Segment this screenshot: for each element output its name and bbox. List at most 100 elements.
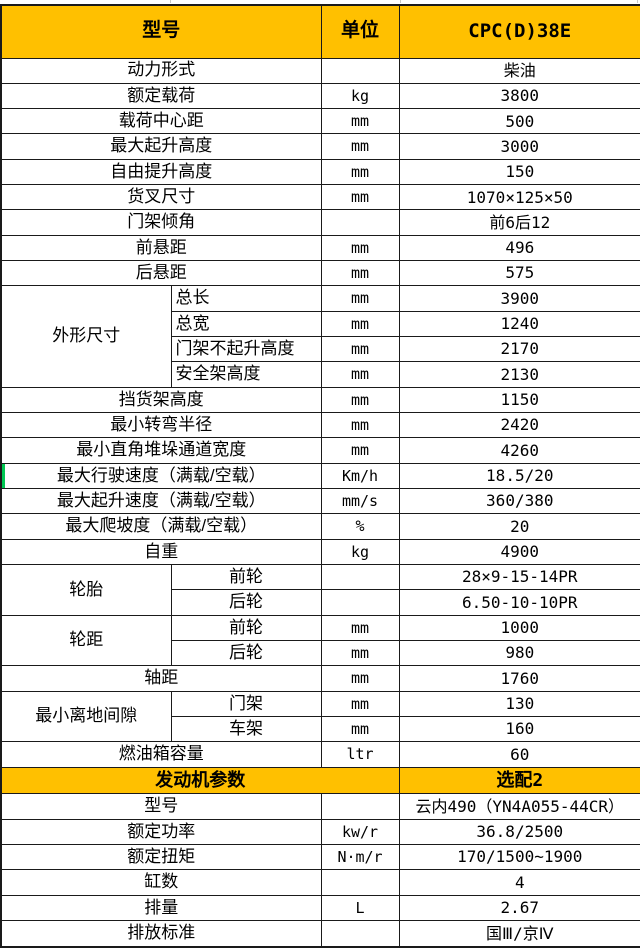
table-row: 安全架高度 mm 2130 bbox=[1, 361, 640, 388]
unit-cell: mm/s bbox=[320, 488, 400, 515]
value-cell: 4260 bbox=[398, 437, 640, 464]
unit-cell: kg bbox=[320, 82, 400, 110]
unit-cell: kg bbox=[320, 538, 400, 566]
value-cell: 60 bbox=[398, 741, 640, 768]
value-cell: 1760 bbox=[398, 665, 640, 692]
spec-sub-cell: 安全架高度 bbox=[170, 361, 322, 388]
unit-cell: mm bbox=[320, 234, 400, 262]
gridline-tick bbox=[400, 0, 401, 3]
unit-cell: mm bbox=[320, 184, 400, 211]
table-row: 最大起升速度（满载/空载） mm/s 360/380 bbox=[0, 488, 640, 515]
spec-label-cell: 货叉尺寸 bbox=[0, 184, 322, 211]
unit-cell bbox=[320, 920, 400, 948]
table-row: 最大爬坡度（满载/空载）% 20 bbox=[0, 513, 640, 540]
table-row: 载荷中心距 mm 500 bbox=[0, 108, 640, 135]
spec-sub-cell: 后轮 bbox=[170, 589, 322, 616]
spec-label-cell: 最小直角堆垛通道宽度 bbox=[0, 437, 322, 464]
table-row: 动力形式 柴油 bbox=[0, 57, 640, 84]
value-cell: 6.50-10-10PR bbox=[398, 589, 640, 616]
value-cell: 575 bbox=[398, 260, 640, 287]
spec-sub-cell: 门架 bbox=[170, 690, 322, 718]
spec-label-cell: 自由提升高度 bbox=[0, 158, 322, 186]
spec-label-cell: 最小转弯半径 bbox=[0, 412, 322, 439]
table-row: 前悬距 mm 496 bbox=[0, 234, 640, 262]
table-row: 轮胎 前轮 28×9-15-14PR bbox=[0, 564, 640, 616]
spec-label-cell: 载荷中心距 bbox=[0, 108, 322, 135]
value-cell: 2420 bbox=[398, 412, 640, 439]
section-value-cell: 选配2 bbox=[398, 766, 640, 795]
header-model-cell: 型号 bbox=[0, 4, 322, 59]
spec-sub-cell: 前轮 bbox=[170, 564, 322, 591]
spec-label-cell: 最大起升速度（满载/空载） bbox=[0, 488, 322, 515]
value-cell: 前6后12 bbox=[398, 209, 640, 236]
table-row: 最小转弯半径 mm 2420 bbox=[0, 412, 640, 439]
table-row: 后悬距 mm 575 bbox=[0, 260, 640, 287]
unit-cell: mm bbox=[320, 133, 400, 160]
table-row: 缸数 4 bbox=[0, 869, 640, 896]
table-row: 燃油箱容量 ltr 60 bbox=[0, 741, 640, 768]
value-cell: 1070×125×50 bbox=[398, 184, 640, 211]
unit-cell: mm bbox=[320, 310, 400, 338]
value-cell: 1150 bbox=[398, 386, 640, 414]
table-row: 发动机参数 选配2 bbox=[0, 766, 640, 795]
unit-cell: Km/h bbox=[320, 462, 400, 490]
value-cell: 2.67 bbox=[398, 894, 640, 922]
value-cell: 1000 bbox=[398, 614, 640, 642]
spec-label-cell: 排放标准 bbox=[0, 920, 322, 948]
spec-sub-cell: 车架 bbox=[170, 716, 322, 743]
table-row: 门架倾角 前6后12 bbox=[0, 209, 640, 236]
unit-cell: mm bbox=[320, 285, 400, 312]
unit-cell: kw/r bbox=[320, 818, 400, 846]
spec-label-cell: 后悬距 bbox=[0, 260, 322, 287]
table-row: 额定载荷 kg 3800 bbox=[0, 82, 640, 110]
unit-cell bbox=[320, 564, 400, 591]
unit-cell bbox=[320, 209, 400, 236]
unit-cell bbox=[320, 589, 400, 616]
spec-group-cell: 外形尺寸 bbox=[0, 285, 172, 388]
table-row: 外形尺寸 总长 mm 3900 bbox=[0, 285, 640, 388]
table-row: 自由提升高度 mm 150 bbox=[0, 158, 640, 186]
unit-cell: mm bbox=[320, 690, 400, 718]
value-cell: 980 bbox=[398, 640, 640, 667]
value-cell: 20 bbox=[398, 513, 640, 540]
unit-cell: mm bbox=[320, 665, 400, 692]
table-row: 货叉尺寸 mm 1070×125×50 bbox=[0, 184, 640, 211]
spec-group-cell: 最小离地间隙 bbox=[0, 690, 172, 743]
table-row: 最大行驶速度（满载/空载） Km/h 18.5/20 bbox=[0, 462, 640, 490]
unit-cell: % bbox=[320, 513, 400, 540]
header-unit-cell: 单位 bbox=[320, 4, 400, 59]
value-cell: 500 bbox=[398, 108, 640, 135]
table-row: 最小直角堆垛通道宽度 mm 4260 bbox=[0, 437, 640, 464]
value-cell: 柴油 bbox=[398, 57, 640, 84]
spec-label-cell: 最大起升高度 bbox=[0, 133, 322, 160]
spec-group-cell: 轮距 bbox=[0, 614, 172, 667]
table-row: 后轮 6.50-10-10PR bbox=[1, 589, 640, 616]
table-row: 挡货架高度 mm 1150 bbox=[0, 386, 640, 414]
table-row: 轴距 mm 1760 bbox=[0, 665, 640, 692]
spec-label-cell: 前悬距 bbox=[0, 234, 322, 262]
table-row: 排量 L 2.67 bbox=[0, 894, 640, 922]
unit-cell: mm bbox=[320, 158, 400, 186]
value-cell: 130 bbox=[398, 690, 640, 718]
unit-cell: mm bbox=[320, 640, 400, 667]
spec-sub-cell: 总宽 bbox=[170, 310, 322, 338]
value-cell: 160 bbox=[398, 716, 640, 743]
spec-label-cell: 门架倾角 bbox=[0, 209, 322, 236]
unit-cell: mm bbox=[320, 412, 400, 439]
table-row: 型号 云内490（YN4A055-44CR） bbox=[0, 793, 640, 820]
table-row: 排放标准 国Ⅲ/京Ⅳ bbox=[0, 920, 640, 948]
table-row: 额定功率 kw/r 36.8/2500 bbox=[0, 818, 640, 846]
unit-cell: mm bbox=[320, 361, 400, 388]
unit-cell: mm bbox=[320, 437, 400, 464]
value-cell: 3900 bbox=[398, 285, 640, 312]
value-cell: 496 bbox=[398, 234, 640, 262]
spec-label-cell: 轴距 bbox=[0, 665, 322, 692]
value-cell: 1240 bbox=[398, 310, 640, 338]
value-cell: 2170 bbox=[398, 336, 640, 363]
unit-cell: mm bbox=[320, 108, 400, 135]
value-cell: 云内490（YN4A055-44CR） bbox=[398, 793, 640, 820]
spec-label-cell: 最大爬坡度（满载/空载） bbox=[0, 513, 322, 540]
value-cell: 4900 bbox=[398, 538, 640, 566]
table-row: 轮距 前轮 mm 1000 bbox=[0, 614, 640, 667]
unit-cell: mm bbox=[320, 386, 400, 414]
